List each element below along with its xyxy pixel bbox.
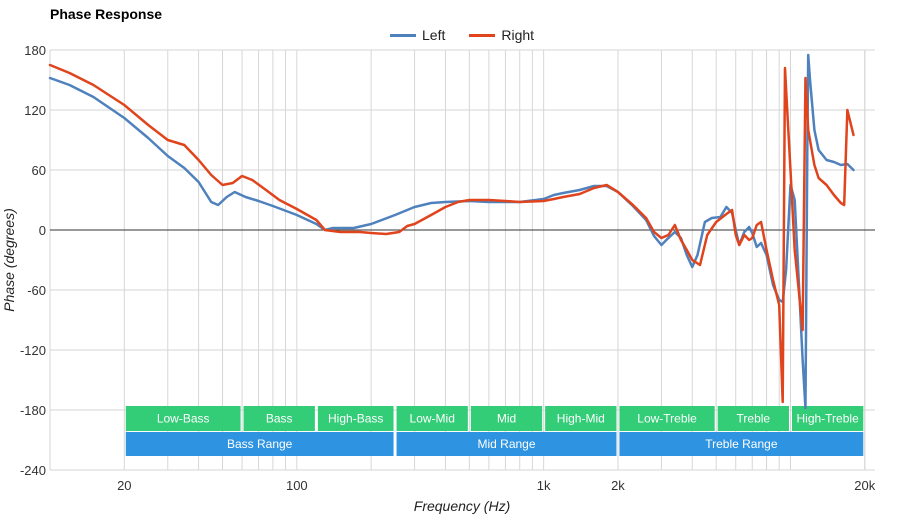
x-tick-label: 2k	[611, 478, 625, 493]
series-layer	[48, 53, 855, 410]
y-axis-title: Phase (degrees)	[1, 208, 17, 312]
legend-swatch-right	[469, 33, 496, 37]
y-tick-label: -240	[20, 463, 46, 478]
sub-band-label: Low-Mid	[410, 412, 455, 426]
series-line-right	[48, 63, 855, 404]
legend-label-left: Left	[422, 27, 446, 43]
x-tick-label: 1k	[537, 478, 551, 493]
x-tick-label: 20	[117, 478, 131, 493]
sub-band	[619, 406, 715, 431]
y-tick-label: 180	[24, 43, 46, 58]
legend-swatch-left	[390, 33, 416, 37]
range-band-label: Bass Range	[227, 437, 293, 451]
sub-band-label: Treble	[737, 412, 771, 426]
legend: Left Right	[390, 27, 558, 43]
sub-band	[125, 406, 241, 431]
chart-title: Phase Response	[50, 6, 163, 22]
sub-band	[545, 406, 617, 431]
x-axis-title: Frequency (Hz)	[414, 498, 510, 514]
y-tick-label: -60	[27, 283, 46, 298]
sub-band	[317, 406, 394, 431]
sub-band-label: Low-Treble	[637, 412, 697, 426]
sub-band	[396, 406, 468, 431]
series-line-left	[48, 53, 855, 410]
y-tick-label: 60	[32, 163, 46, 178]
sub-band-label: Bass	[266, 412, 293, 426]
range-band-label: Mid Range	[477, 437, 535, 451]
sub-band-label: Mid	[497, 412, 516, 426]
legend-item-right[interactable]: Right	[469, 27, 534, 43]
sub-band-label: High-Bass	[328, 412, 383, 426]
y-tick-label: 120	[24, 103, 46, 118]
x-tick-label: 20k	[854, 478, 875, 493]
sub-band-label: Low-Bass	[157, 412, 210, 426]
y-tick-label: 0	[39, 223, 46, 238]
range-band	[125, 432, 394, 456]
sub-band	[717, 406, 789, 431]
range-band	[396, 432, 617, 456]
sub-band-label: High-Treble	[797, 412, 860, 426]
x-tick-label: 100	[286, 478, 308, 493]
frequency-band-layer: Low-Bass Bass High-Bass Low-Mid Mid High-Mid L…	[125, 406, 864, 456]
legend-item-left[interactable]: Left	[390, 27, 445, 43]
sub-band	[243, 406, 315, 431]
y-tick-label: -120	[20, 343, 46, 358]
range-band	[619, 432, 864, 456]
range-band-label: Treble Range	[705, 437, 778, 451]
tick-layer: 180 120 60 0 -60 -120 -180 -240 20 100 1k 2k 20k	[20, 43, 876, 493]
y-tick-label: -180	[20, 403, 46, 418]
sub-band	[470, 406, 543, 431]
sub-band	[791, 406, 864, 431]
sub-band-label: High-Mid	[557, 412, 605, 426]
legend-label-right: Right	[501, 27, 535, 43]
